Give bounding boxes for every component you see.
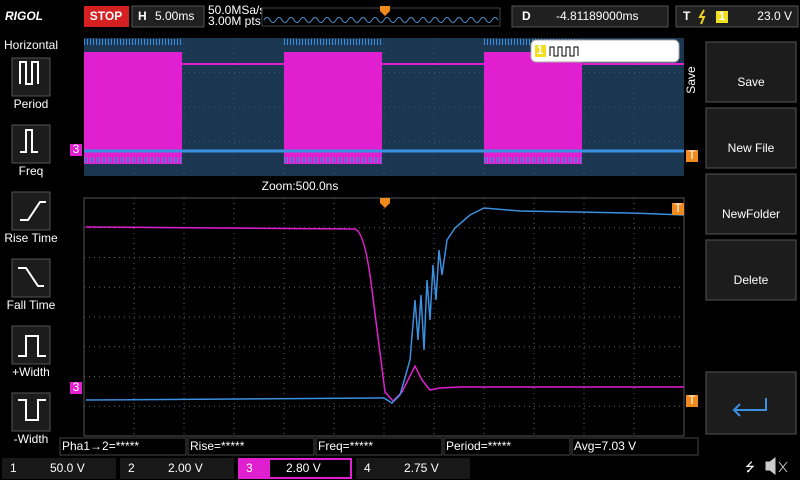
menu-item: Freq <box>19 164 44 178</box>
ch3-burst <box>84 52 182 164</box>
channel-scale-box <box>152 460 232 477</box>
ch3-burst <box>284 52 382 164</box>
menu-icon <box>20 201 46 221</box>
ch3-burst <box>484 52 582 164</box>
trigger-marker-box <box>686 395 698 407</box>
menu-button-label: NewFolder <box>722 207 780 221</box>
trigger-source: 1 <box>719 9 726 23</box>
channel-bar: 1 50.0 V 2 2.00 V 3 2.80 V 4 2.75 V <box>2 458 470 479</box>
ch3-marker-box <box>70 144 82 156</box>
return-icon <box>732 398 767 417</box>
trigger-label: T <box>683 9 691 23</box>
menu-item: +Width <box>12 365 50 379</box>
menu-button-label: Save <box>737 75 765 89</box>
measurement: Pha1→2=***** <box>62 439 139 453</box>
menu-button-label: New File <box>728 141 775 155</box>
menu-item: Fall Time <box>7 298 56 312</box>
menu-button[interactable] <box>705 239 797 301</box>
channel-scale-box <box>34 460 114 477</box>
run-state: STOP <box>90 9 122 23</box>
channel-number: 1 <box>10 461 17 475</box>
channel-scale: 2.75 V <box>404 461 439 475</box>
channel-number: 4 <box>364 461 371 475</box>
ch3-marker-box <box>70 382 82 394</box>
channel-scale: 2.80 V <box>286 461 321 475</box>
channel-number: 3 <box>246 461 253 475</box>
ch3-marker: 3 <box>73 380 80 394</box>
usb-icon: ⭍ <box>745 460 755 474</box>
trigger-position <box>380 198 390 208</box>
menu-button[interactable] <box>705 173 797 235</box>
channel-scale: 50.0 V <box>50 461 85 475</box>
menu-item: -Width <box>14 432 49 446</box>
menu-button[interactable] <box>11 191 51 231</box>
left-menu: Period Freq Rise Time Fall Time +Width -Width <box>4 57 58 446</box>
measurement: Freq=***** <box>318 439 373 453</box>
menu-button[interactable] <box>705 41 797 103</box>
menu-button[interactable] <box>11 325 51 365</box>
delay: -4.81189000ms <box>556 9 639 23</box>
ch3-marker: 3 <box>73 142 80 156</box>
frequency-channel-box <box>535 45 546 57</box>
menu-icon <box>19 61 39 85</box>
run-state-box[interactable] <box>84 6 129 27</box>
right-menu-title: Save <box>684 66 698 94</box>
measurement-bar: Pha1→2=***** Rise=***** Freq=***** Period=*… <box>59 437 699 456</box>
menu-button[interactable] <box>11 392 51 432</box>
mute-icon <box>765 456 788 476</box>
logo: RIGOL <box>5 9 43 23</box>
measurement-box <box>443 437 571 456</box>
trigger-source-box <box>716 11 728 23</box>
trigger-marker: T <box>688 393 696 407</box>
ch3-zoom-trace <box>85 226 684 403</box>
return-button[interactable] <box>705 371 797 435</box>
menu-item: Period <box>14 97 49 111</box>
delay-box <box>511 5 669 28</box>
trigger-marker-box <box>686 150 698 162</box>
menu-icon <box>18 399 46 421</box>
frequency-channel: 1 <box>537 43 544 57</box>
trigger-marker: T <box>688 148 696 162</box>
memory-depth: 3.00M pts <box>208 14 261 28</box>
measurement-box <box>571 437 699 456</box>
menu-button[interactable] <box>11 258 51 298</box>
trigger-box <box>675 5 799 28</box>
delay-label: D <box>522 9 531 23</box>
measurement: Period=***** <box>446 439 511 453</box>
timebase-label: H <box>138 9 147 23</box>
channel-scale-box <box>270 460 350 477</box>
right-menu: Save New File NewFolder Delete <box>705 41 797 301</box>
measurement: Avg=7.03 V <box>574 439 636 453</box>
zoom-label: Zoom:500.0ns <box>262 179 339 193</box>
measurement-box <box>59 437 187 456</box>
menu-title: Horizontal <box>4 38 58 52</box>
frequency-box <box>530 39 680 63</box>
trigger-position <box>380 6 390 16</box>
channel-number: 2 <box>128 461 135 475</box>
timebase: 5.00ms <box>155 9 194 23</box>
sample-rate: 50.0MSa/s <box>208 3 265 17</box>
square-wave-icon <box>549 46 579 57</box>
measurement: Rise=***** <box>190 439 245 453</box>
ch1-zoom-trace <box>85 207 685 404</box>
menu-button-label: Delete <box>734 273 769 287</box>
measurement-box <box>315 437 443 456</box>
channel-scale: 2.00 V <box>168 461 203 475</box>
timebase-box <box>131 5 205 28</box>
trigger-edge-icon <box>698 9 706 25</box>
channel-scale-box <box>388 460 468 477</box>
menu-icon <box>20 129 38 153</box>
trigger-marker-box <box>672 203 684 215</box>
measurement-box <box>187 437 315 456</box>
trigger-marker: T <box>674 201 682 215</box>
frequency: 51.0489 Hz <box>600 43 661 57</box>
menu-icon <box>18 335 46 357</box>
menu-item: Rise Time <box>4 231 58 245</box>
menu-icon <box>18 267 44 287</box>
overview-wave <box>263 17 499 23</box>
trigger-level: 23.0 V <box>757 9 792 23</box>
menu-button[interactable] <box>705 107 797 169</box>
